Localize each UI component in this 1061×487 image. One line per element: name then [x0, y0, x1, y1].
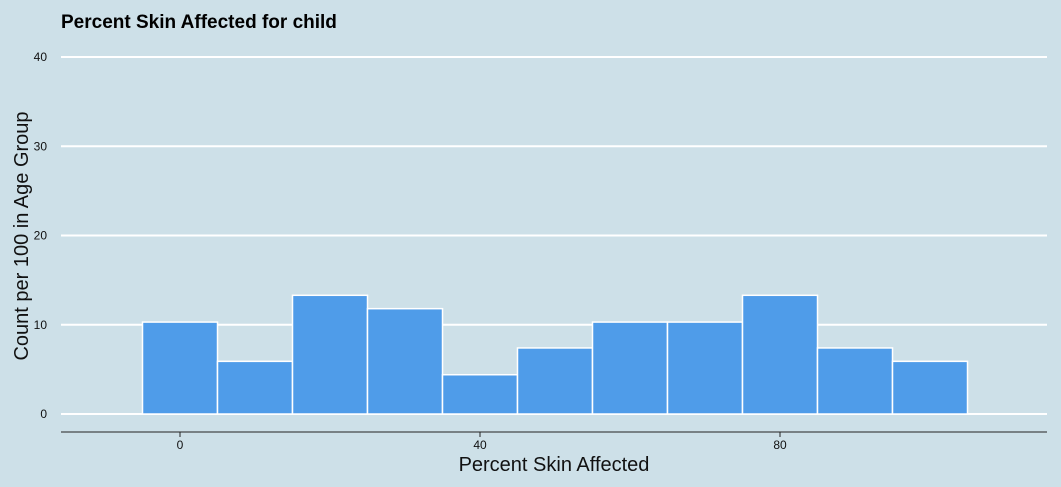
y-axis-title: Count per 100 in Age Group: [11, 111, 33, 360]
chart-title: Percent Skin Affected for child: [61, 12, 337, 33]
histogram-bar: [291, 294, 369, 415]
x-tick-label: 40: [473, 438, 487, 452]
histogram-bar: [591, 321, 669, 415]
x-axis-title: Percent Skin Affected: [459, 454, 650, 476]
y-tick-label: 0: [40, 407, 47, 421]
histogram-bar: [441, 373, 519, 415]
histogram-bar: [741, 294, 819, 415]
histogram-bars: [141, 294, 969, 415]
y-tick-label: 10: [34, 318, 48, 332]
y-tick-label: 20: [34, 229, 48, 243]
x-tick-label: 0: [177, 438, 184, 452]
x-axis-ticks: 0 40 80: [177, 432, 787, 452]
histogram-bar: [216, 360, 294, 415]
y-axis-ticks: 0 10 20 30 40: [34, 50, 48, 421]
y-tick-label: 30: [34, 139, 48, 153]
histogram-bar: [666, 321, 744, 415]
x-tick-label: 80: [773, 438, 787, 452]
histogram-bar: [891, 360, 969, 415]
histogram-bar: [141, 321, 219, 415]
histogram-bar: [816, 347, 894, 415]
histogram-bar: [516, 347, 594, 415]
y-tick-label: 40: [34, 50, 48, 64]
histogram-bar: [366, 307, 444, 415]
